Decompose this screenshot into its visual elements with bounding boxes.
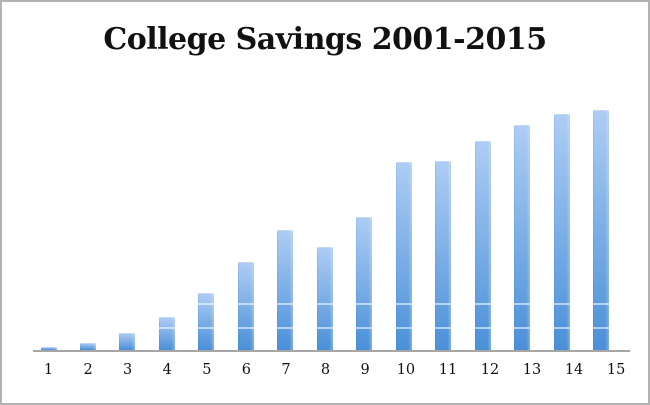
plot-area: [33, 100, 630, 352]
bar-2: [79, 343, 96, 350]
bar-8: [316, 247, 333, 350]
bar-15: [593, 110, 610, 350]
bar-13: [514, 125, 531, 350]
x-axis-label-12: 12: [480, 362, 500, 378]
chart-title: College Savings 2001-2015: [103, 22, 547, 57]
x-axis-label-8: 8: [320, 362, 331, 378]
x-axis-label-6: 6: [241, 362, 251, 378]
bar-5: [198, 293, 215, 350]
bar-4: [158, 317, 175, 350]
bar-10: [395, 162, 412, 350]
x-axis-label-10: 10: [396, 362, 416, 378]
x-axis-label-14: 14: [564, 362, 584, 378]
x-axis-label-5: 5: [202, 362, 212, 378]
x-axis-label-9: 9: [360, 362, 370, 378]
bar-11: [435, 161, 452, 350]
x-axis-label-1: 1: [43, 362, 54, 378]
x-axis-label-13: 13: [522, 362, 542, 378]
bar-7: [277, 230, 294, 350]
bar-12: [474, 141, 491, 350]
bar-1: [40, 347, 57, 350]
bar-14: [553, 114, 570, 350]
x-axis-label-7: 7: [281, 362, 291, 378]
bars: [40, 102, 610, 350]
x-axis-label-2: 2: [83, 362, 93, 378]
x-axis-line: [33, 350, 630, 352]
x-axis-labels: 1 2 3 4 5 6 7 8 9 10 11 12 13 14 15: [41, 362, 626, 379]
bar-6: [237, 262, 254, 350]
x-axis-label-15: 15: [606, 362, 626, 378]
bar-9: [356, 217, 373, 350]
bar-3: [119, 333, 136, 350]
x-axis-label-4: 4: [162, 362, 172, 378]
x-axis-label-11: 11: [438, 362, 458, 378]
x-axis-label-3: 3: [123, 362, 133, 378]
